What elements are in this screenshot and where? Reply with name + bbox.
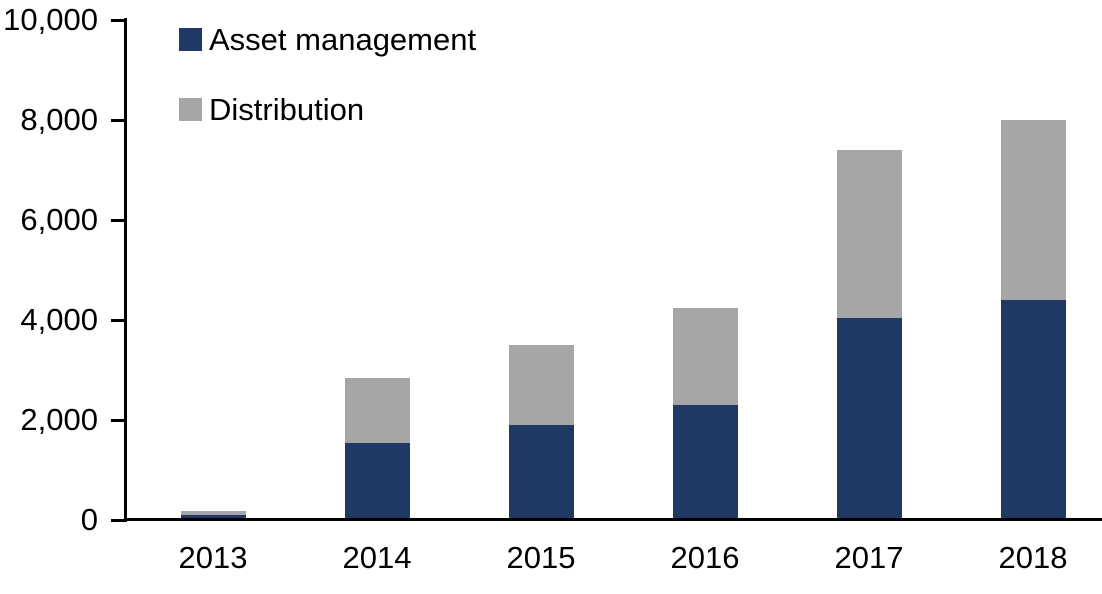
legend-label-asset-management: Asset management — [209, 22, 477, 57]
y-tick-label: 10,000 — [3, 2, 98, 37]
bar-segment-distribution-2018 — [1000, 120, 1066, 300]
legend-item-distribution: Distribution — [179, 92, 476, 127]
x-category-label-2013: 2013 — [178, 540, 248, 575]
y-axis-line — [124, 18, 127, 522]
bar-segment-asset-management-2016 — [672, 405, 738, 520]
bar-segment-asset-management-2015 — [508, 425, 574, 520]
x-category-label-2018: 2018 — [998, 540, 1068, 575]
y-tick — [111, 518, 125, 522]
bar-segment-distribution-2013 — [180, 510, 246, 515]
y-tick — [111, 218, 125, 222]
y-tick-label: 2,000 — [20, 402, 98, 437]
bar-segment-asset-management-2017 — [836, 317, 902, 520]
x-category-label-2015: 2015 — [506, 540, 576, 575]
x-category-label-2017: 2017 — [834, 540, 904, 575]
y-tick — [111, 418, 125, 422]
bar-segment-asset-management-2018 — [1000, 300, 1066, 520]
bar-segment-distribution-2017 — [836, 150, 902, 318]
x-category-label-2016: 2016 — [670, 540, 740, 575]
x-category-label-2014: 2014 — [342, 540, 412, 575]
legend-swatch-distribution-icon — [179, 98, 202, 121]
x-axis-line — [124, 518, 1102, 521]
y-tick — [111, 118, 125, 122]
y-tick — [111, 318, 125, 322]
legend-item-asset-management: Asset management — [179, 22, 477, 57]
legend: Asset management Distribution — [179, 22, 477, 168]
bar-segment-distribution-2015 — [508, 345, 574, 425]
y-tick — [111, 18, 125, 22]
bar-segment-asset-management-2014 — [344, 442, 410, 520]
bar-segment-distribution-2014 — [344, 377, 410, 443]
bar-segment-distribution-2016 — [672, 307, 738, 405]
y-tick-label: 6,000 — [20, 202, 98, 237]
bar-segment-asset-management-2013 — [180, 515, 246, 520]
legend-swatch-asset-management-icon — [179, 28, 202, 51]
y-tick-label: 4,000 — [20, 302, 98, 337]
legend-label-distribution: Distribution — [209, 92, 365, 127]
y-tick-label: 8,000 — [20, 102, 98, 137]
y-tick-label: 0 — [80, 502, 98, 537]
